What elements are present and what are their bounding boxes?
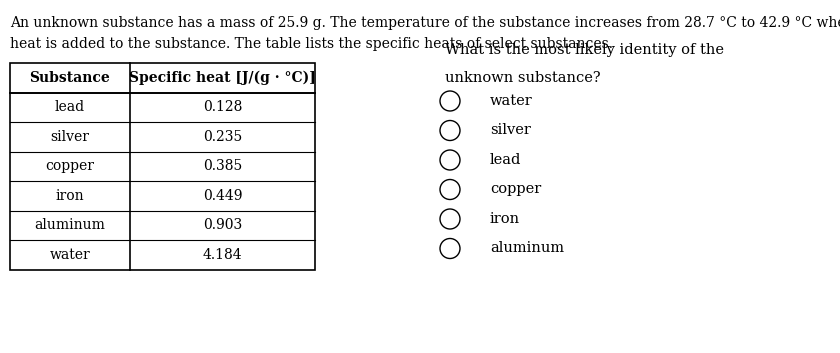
Circle shape bbox=[440, 150, 460, 170]
Text: lead: lead bbox=[55, 100, 85, 114]
Text: 0.903: 0.903 bbox=[203, 218, 242, 232]
Text: 4.184: 4.184 bbox=[202, 248, 242, 262]
Text: unknown substance?: unknown substance? bbox=[445, 71, 601, 85]
Circle shape bbox=[440, 209, 460, 229]
Text: aluminum: aluminum bbox=[490, 241, 564, 256]
Text: lead: lead bbox=[490, 153, 522, 167]
Circle shape bbox=[440, 179, 460, 199]
Circle shape bbox=[440, 91, 460, 111]
Circle shape bbox=[440, 120, 460, 140]
Text: iron: iron bbox=[55, 189, 84, 203]
Text: copper: copper bbox=[45, 159, 95, 173]
Bar bbox=[10, 63, 315, 269]
Text: What is the most likely identity of the: What is the most likely identity of the bbox=[445, 43, 724, 57]
Text: copper: copper bbox=[490, 183, 541, 197]
Text: heat is added to the substance. The table lists the specific heats of select sub: heat is added to the substance. The tabl… bbox=[10, 37, 613, 51]
Text: 0.385: 0.385 bbox=[203, 159, 242, 173]
Text: An unknown substance has a mass of 25.9 g. The temperature of the substance incr: An unknown substance has a mass of 25.9 … bbox=[10, 16, 840, 30]
Circle shape bbox=[440, 239, 460, 258]
Text: silver: silver bbox=[50, 130, 90, 144]
Text: silver: silver bbox=[490, 124, 531, 138]
Text: water: water bbox=[50, 248, 91, 262]
Text: 0.449: 0.449 bbox=[202, 189, 242, 203]
Text: Substance: Substance bbox=[29, 71, 110, 85]
Text: iron: iron bbox=[490, 212, 520, 226]
Text: aluminum: aluminum bbox=[34, 218, 106, 232]
Text: 0.128: 0.128 bbox=[202, 100, 242, 114]
Text: water: water bbox=[490, 94, 533, 108]
Text: Specific heat [J/(g · °C)]: Specific heat [J/(g · °C)] bbox=[129, 71, 316, 85]
Text: 0.235: 0.235 bbox=[203, 130, 242, 144]
